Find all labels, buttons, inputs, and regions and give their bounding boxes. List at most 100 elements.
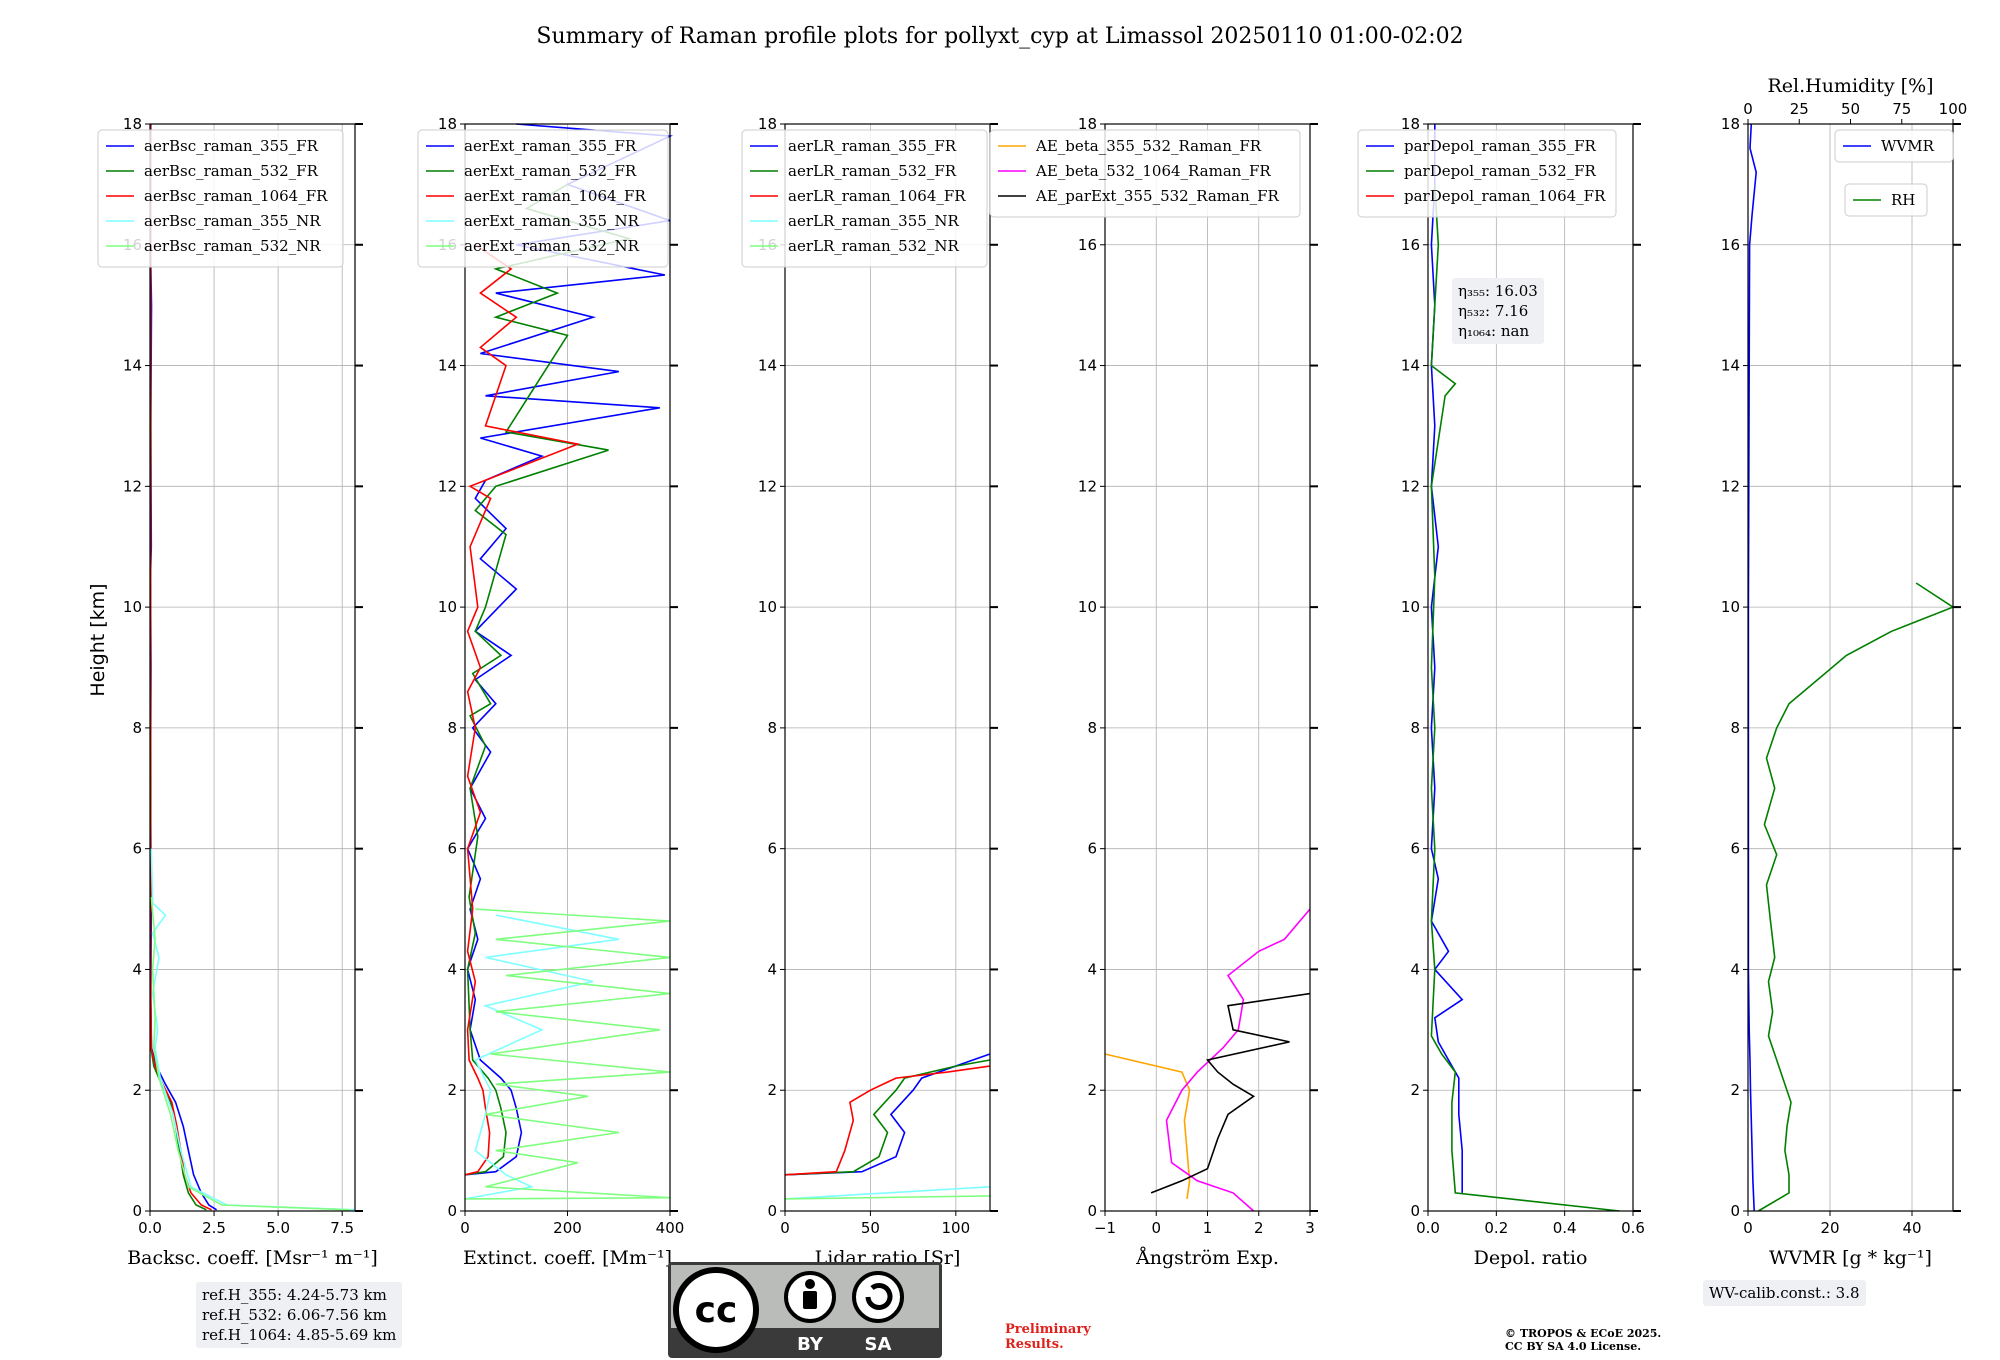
legend-label: aerExt_raman_532_NR <box>464 237 640 255</box>
reference-height-box: ref.H_355: 4.24-5.73 km ref.H_532: 6.06-… <box>196 1282 403 1348</box>
plot-frame <box>149 123 356 1212</box>
x-tick-label: 0 <box>460 1219 470 1237</box>
panels: 0.02.55.07.5024681012141618Backsc. coeff… <box>97 75 1967 1269</box>
legend-label: aerBsc_raman_532_FR <box>144 162 319 180</box>
preliminary-line-2: Results. <box>1005 1337 1064 1352</box>
ref-h-1064: ref.H_1064: 4.85-5.69 km <box>202 1326 397 1344</box>
series-line-aerExt_raman_532_FR <box>464 183 633 1176</box>
y-tick-label: 12 <box>1078 477 1097 495</box>
y-tick-label: 2 <box>1410 1081 1420 1099</box>
y-tick-label: 18 <box>1401 115 1420 133</box>
legend-label: aerLR_raman_532_FR <box>788 162 957 180</box>
y-tick-label: 16 <box>1401 236 1420 254</box>
y-tick-label: 10 <box>1078 598 1097 616</box>
plot-frame <box>1747 123 1954 1212</box>
top-x-tick-label: 75 <box>1892 100 1911 118</box>
y-tick-label: 2 <box>1087 1081 1097 1099</box>
eta-1064: η₁₀₆₄: nan <box>1458 322 1530 340</box>
x-axis-label: Ångström Exp. <box>1135 1247 1279 1269</box>
y-tick-label: 18 <box>1721 115 1740 133</box>
legend-label: aerLR_raman_355_NR <box>788 212 959 230</box>
x-tick-label: 0.4 <box>1553 1219 1577 1237</box>
copyright-note: © TROPOS & ECoE 2025. CC BY SA 4.0 Licen… <box>1505 1327 1725 1353</box>
x-tick-label: 40 <box>1902 1219 1921 1237</box>
y-tick-label: 18 <box>1078 115 1097 133</box>
legend-box <box>989 129 1301 218</box>
x-tick-label: 20 <box>1820 1219 1839 1237</box>
x-tick-label: 0.2 <box>1484 1219 1508 1237</box>
y-tick-label: 10 <box>1721 598 1740 616</box>
y-tick-label: 18 <box>438 115 457 133</box>
x-tick-label: 50 <box>861 1219 880 1237</box>
y-tick-label: 10 <box>758 598 777 616</box>
y-tick-label: 10 <box>438 598 457 616</box>
plot-frame <box>784 123 991 1212</box>
legend-label: WVMR <box>1881 137 1935 155</box>
y-tick-label: 2 <box>447 1081 457 1099</box>
series-line-aerLR_raman_355_NR <box>784 1186 991 1200</box>
series-line-aerExt_raman_1064_FR <box>464 244 581 1176</box>
preliminary-line-1: Preliminary <box>1005 1322 1091 1337</box>
y-tick-label: 4 <box>1087 960 1097 978</box>
y-tick-label: 14 <box>1078 357 1097 375</box>
legend-label: parDepol_raman_1064_FR <box>1404 187 1606 205</box>
y-tick-label: 14 <box>123 357 142 375</box>
legend-label: aerExt_raman_1064_FR <box>464 187 646 205</box>
y-tick-label: 14 <box>1721 357 1740 375</box>
top-x-tick-label: 25 <box>1790 100 1809 118</box>
legend: WVMR RH <box>1834 129 1954 217</box>
ref-h-532: ref.H_532: 6.06-7.56 km <box>202 1306 387 1324</box>
x-tick-label: 100 <box>942 1219 971 1237</box>
plot-frame <box>1427 123 1634 1212</box>
y-tick-label: 16 <box>1078 236 1097 254</box>
cc-sa-label: SA <box>865 1334 892 1355</box>
y-tick-label: 8 <box>1410 719 1420 737</box>
y-tick-label: 6 <box>1730 840 1740 858</box>
y-tick-label: 6 <box>447 840 457 858</box>
x-tick-label: 0.6 <box>1621 1219 1645 1237</box>
legend-box <box>741 129 988 268</box>
height-axis-label: Height [km] <box>87 583 109 696</box>
x-tick-label: −1 <box>1094 1219 1116 1237</box>
series-line-aerBsc_raman_532_NR <box>150 896 350 1211</box>
attribution-head <box>805 1279 815 1289</box>
y-tick-label: 4 <box>1730 960 1740 978</box>
panel-extinction: 0200400024681012141618Extinct. coeff. [M… <box>417 115 684 1269</box>
preliminary-note: Preliminary Results. <box>1005 1322 1125 1352</box>
legend-label: aerBsc_raman_355_NR <box>144 212 321 230</box>
series-line-aerBsc_raman_532_FR <box>149 124 207 1211</box>
legend-label: AE_beta_532_1064_Raman_FR <box>1035 162 1271 180</box>
panel-backscatter: 0.02.55.07.5024681012141618Backsc. coeff… <box>97 115 378 1269</box>
y-tick-label: 4 <box>1410 960 1420 978</box>
legend-box <box>417 129 669 268</box>
legend: parDepol_raman_355_FR parDepol_raman_532_… <box>1357 129 1617 218</box>
y-tick-label: 0 <box>1087 1202 1097 1220</box>
series-line-aerLR_raman_532_FR <box>784 1059 991 1176</box>
legend-label: aerLR_raman_355_FR <box>788 137 957 155</box>
x-axis-label: Depol. ratio <box>1474 1247 1588 1269</box>
x-tick-label: 3 <box>1305 1219 1315 1237</box>
attribution-body <box>803 1291 817 1309</box>
legend-label: parDepol_raman_532_FR <box>1404 162 1597 180</box>
x-tick-label: 1 <box>1203 1219 1213 1237</box>
top-x-tick-label: 50 <box>1841 100 1860 118</box>
y-tick-label: 8 <box>132 719 142 737</box>
y-tick-label: 18 <box>123 115 142 133</box>
x-tick-label: 2 <box>1254 1219 1264 1237</box>
y-tick-label: 2 <box>767 1081 777 1099</box>
legend: aerExt_raman_355_FR aerExt_raman_532_FRae… <box>417 129 669 268</box>
legend-label: aerExt_raman_355_FR <box>464 137 637 155</box>
x-axis-label: WVMR [g * kg⁻¹] <box>1769 1247 1932 1269</box>
y-tick-label: 4 <box>447 960 457 978</box>
wv-calib-const: WV-calib.const.: 3.8 <box>1709 1284 1860 1302</box>
y-tick-label: 2 <box>132 1081 142 1099</box>
y-tick-label: 2 <box>1730 1081 1740 1099</box>
top-x-tick-label: 0 <box>1743 100 1753 118</box>
series-line-aerExt_raman_355_NR <box>464 914 619 1200</box>
cc-circle-icon <box>673 1267 759 1353</box>
legend-label: aerExt_raman_532_FR <box>464 162 637 180</box>
legend-label: parDepol_raman_355_FR <box>1404 137 1597 155</box>
